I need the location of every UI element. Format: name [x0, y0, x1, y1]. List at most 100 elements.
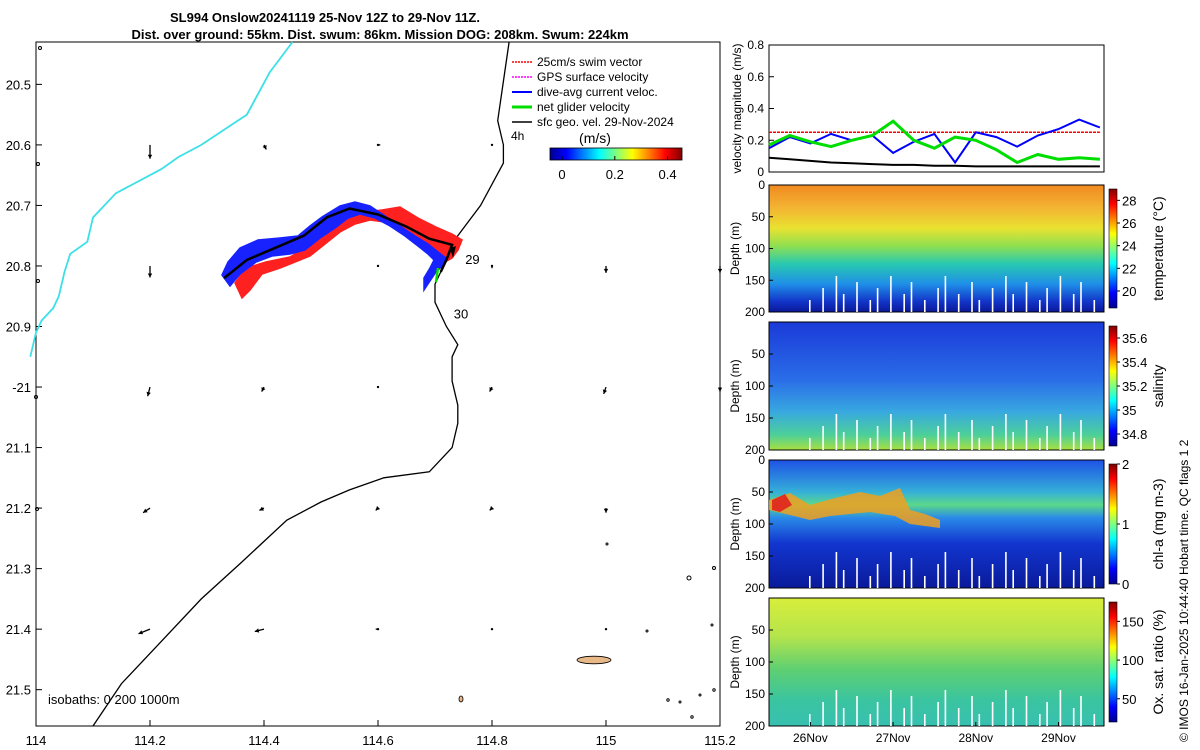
legend-label-gps: GPS surface velocity [537, 70, 648, 84]
vel-y-tick-label: 0 [757, 165, 764, 179]
colorbar-tick-label: 0 [558, 167, 565, 182]
geo-arrow [489, 506, 495, 511]
data-gap [842, 570, 845, 588]
geo-arrow [261, 386, 266, 392]
data-gap [890, 414, 892, 450]
depth-tick-label: 200 [745, 581, 765, 595]
chla-peak [772, 494, 792, 512]
depth-tick-label: 100 [745, 379, 765, 393]
data-gap [1039, 438, 1041, 450]
map-y-tick-label: 21.2 [6, 501, 31, 516]
data-gap [978, 576, 981, 588]
colorbar-label: chl-a (mg m-3) [1150, 478, 1166, 569]
data-gap [809, 300, 811, 312]
data-gap [944, 552, 947, 588]
section-heatmap [768, 321, 1105, 451]
data-gap [1039, 300, 1041, 312]
map-y-tick-label: 20.9 [6, 319, 31, 334]
map-legend: 25cm/s swim vector GPS surface velocity … [511, 55, 674, 143]
map-title-line2: Dist. over ground: 55km. Dist. swum: 86k… [131, 27, 629, 42]
vel-series-line [768, 156, 1100, 168]
data-gap [1046, 426, 1048, 450]
depth-tick-label: 0 [758, 178, 765, 192]
geo-arrow [147, 144, 153, 159]
geo-velocity-arrows [138, 143, 723, 635]
data-gap [910, 282, 913, 312]
map-x-tick-label: 115.2 [704, 733, 736, 748]
legend-label-dive-avg: dive-avg current veloc. [537, 85, 658, 99]
geo-arrow [603, 508, 609, 513]
data-gap [903, 294, 905, 312]
data-gap [856, 696, 858, 726]
map-title-line1: SL994 Onslow20241119 25-Nov 12Z to 29-No… [170, 10, 480, 25]
net-velocity-tail [434, 267, 440, 283]
depth-tick-label: 200 [745, 719, 765, 733]
data-gap [1072, 432, 1075, 450]
data-gap [856, 282, 858, 312]
vel-y-tick-label: 0.4 [747, 102, 764, 116]
time-tick-label: 29Nov [1041, 731, 1076, 745]
data-gap [971, 696, 973, 726]
isobath-200m [92, 41, 510, 727]
map-y-tick-label: 20.6 [6, 138, 31, 153]
colorbar-tick-label: 35.2 [1122, 379, 1147, 394]
colorbar-tick-label: 1 [1122, 517, 1129, 532]
section-colorbar [1108, 463, 1118, 585]
data-gap [1025, 558, 1028, 588]
data-gap [910, 696, 913, 726]
data-gap [1046, 288, 1048, 312]
data-gap [991, 702, 994, 726]
data-gap [1093, 438, 1096, 450]
velocity-colorbar-ticks: 0 0.2 0.4 [558, 156, 677, 182]
depth-tick-label: 100 [745, 517, 765, 531]
geo-arrow [490, 627, 494, 631]
data-gap [1025, 696, 1028, 726]
colorbar-tick-label: 26 [1122, 216, 1136, 231]
data-gap [842, 294, 845, 312]
data-gap [890, 690, 892, 726]
velocity-timeseries-frame [768, 44, 1105, 173]
data-gap [869, 438, 872, 450]
geo-arrow [254, 628, 265, 633]
depth-tick-label: 150 [745, 687, 765, 701]
data-gap [1012, 570, 1014, 588]
data-gap [937, 702, 939, 726]
map-x-tick-label: 114.8 [476, 733, 508, 748]
geo-arrow [146, 386, 151, 397]
vel-series-line [768, 118, 1101, 165]
data-gap [971, 558, 973, 588]
map-y-tick-label: 21.4 [6, 622, 31, 637]
vel-y-tick-label: 0.6 [747, 70, 764, 84]
colorbar-tick-label: 2 [1122, 457, 1129, 472]
data-gap [1059, 414, 1062, 450]
colorbar-tick-label: 0.2 [606, 167, 624, 182]
data-gap [842, 708, 845, 726]
depth-tick-label: 150 [745, 549, 765, 563]
geo-arrow [375, 627, 380, 631]
data-gap [924, 438, 926, 450]
data-gap [971, 420, 973, 450]
data-gap [991, 426, 994, 450]
time-tick-label: 26Nov [793, 731, 828, 745]
reef-dots [34, 46, 716, 719]
colorbar-tick-label: 22 [1122, 261, 1136, 276]
map-x-tick-label: 114.2 [134, 733, 166, 748]
map-x-tick-label: 114 [26, 733, 47, 748]
data-gap [835, 690, 838, 726]
depth-axis-label: Depth (m) [728, 497, 742, 550]
depth-tick-label: 50 [752, 210, 766, 224]
map-y-tick-label: 21.1 [6, 441, 31, 456]
data-gap [944, 414, 947, 450]
section-panel-0: 0 50 100 150 200 Depth (m) 20 22 24 26 28 temperatu… [728, 178, 1166, 319]
data-gap [842, 432, 845, 450]
map-x-tick-label: 114.6 [362, 733, 394, 748]
map-axes: 114 114.2 114.4 114.6 114.8 115 115.2 20.5 20.6 2… [6, 77, 736, 748]
data-gap [890, 276, 892, 312]
time-tick-label: 27Nov [876, 731, 911, 745]
depth-tick-label: 50 [752, 485, 766, 499]
colorbar-tick-label: 20 [1122, 284, 1136, 299]
depth-tick-label: 50 [752, 347, 766, 361]
data-gap [1012, 432, 1014, 450]
